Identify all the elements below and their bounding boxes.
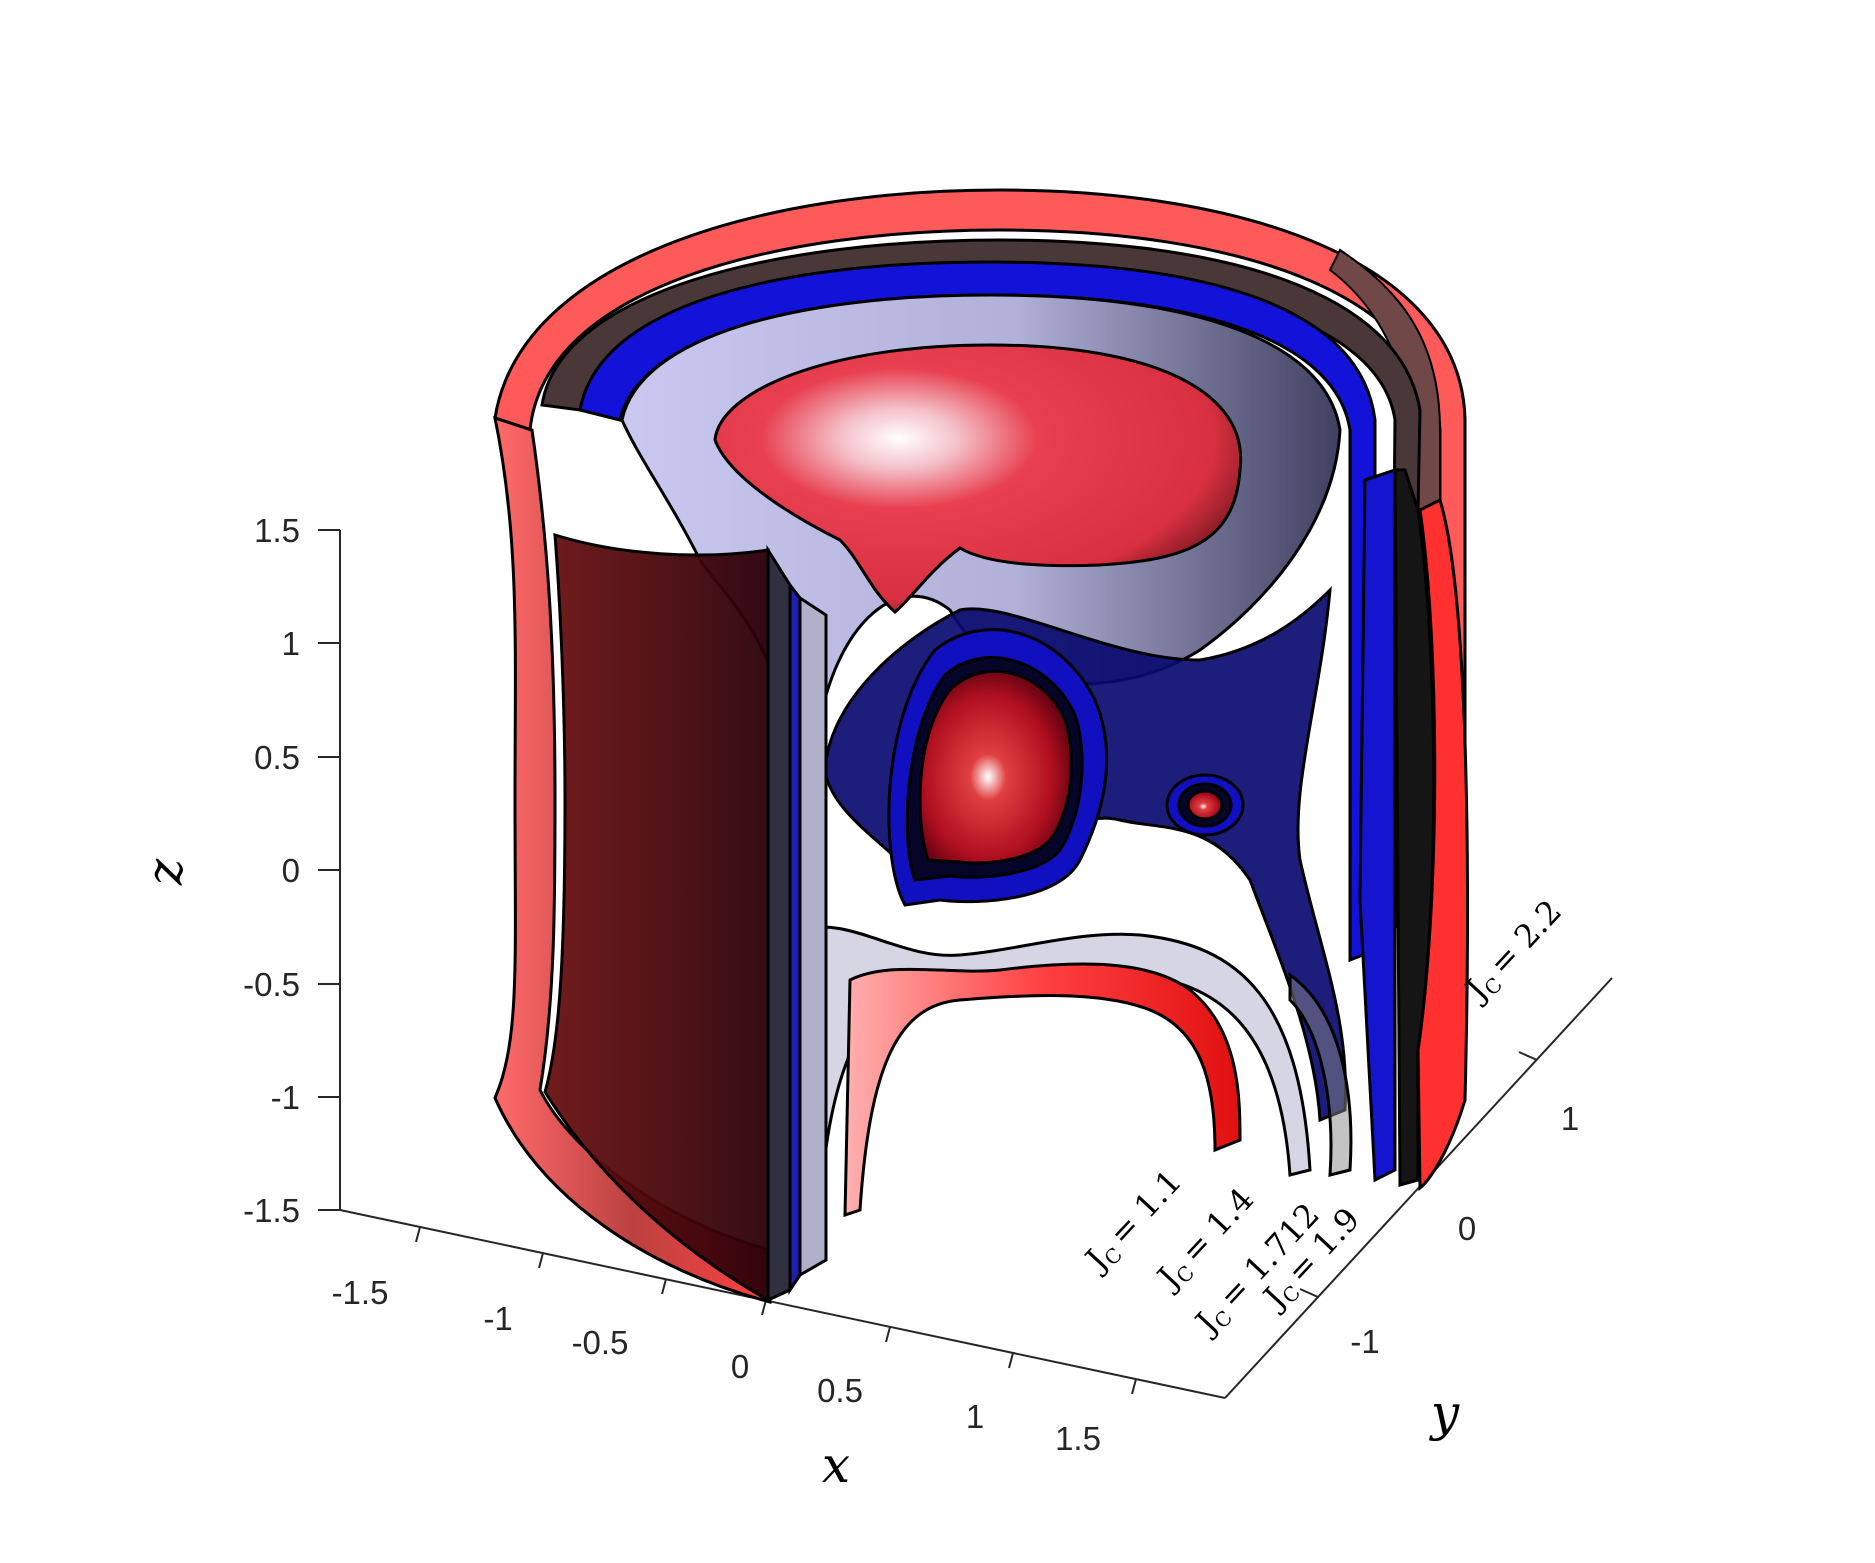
x-tick-label: 1.5 — [1055, 1420, 1101, 1457]
z-tick-label: -1.5 — [243, 1192, 300, 1229]
z-tick-label: -1 — [271, 1079, 300, 1116]
grey-arch-bottom — [1288, 972, 1353, 1177]
red-lobe-right — [1186, 789, 1224, 821]
z-ticks: 1.5 1 0.5 0 -0.5 -1 -1.5 — [243, 512, 340, 1229]
z-tick-label: 0.5 — [254, 739, 300, 776]
cut-strip-white — [798, 595, 828, 1278]
x-axis-label: x — [822, 1436, 850, 1494]
y-axis-label: y — [1429, 1384, 1460, 1442]
right-strip-blue — [1358, 467, 1397, 1183]
x-ticks: -1.5 -1 -0.5 0 0.5 1 1.5 — [332, 1226, 1137, 1457]
z-axis-label: z — [136, 858, 194, 886]
y-tick-label: 1 — [1561, 1100, 1579, 1137]
cut-strip-grey — [766, 544, 792, 1303]
y-tick-label: 0 — [1458, 1210, 1476, 1247]
x-axis-line — [339, 1209, 1226, 1399]
outer-shell-left — [493, 415, 772, 1304]
x-tick-label: -0.5 — [572, 1324, 629, 1361]
jc-label-1-1: JC= 1.1 — [1076, 1162, 1191, 1281]
z-tick-label: 0 — [282, 852, 300, 889]
inner-red-cap — [713, 343, 1243, 614]
right-strip-black — [1393, 468, 1436, 1187]
red-arch-bottom — [843, 962, 1242, 1218]
z-tick-label: 1 — [282, 625, 300, 662]
x-tick-label: 0 — [731, 1348, 749, 1385]
y-tick-label: -1 — [1350, 1323, 1379, 1360]
z-tick-label: 1.5 — [254, 512, 300, 549]
surfaces — [493, 188, 1469, 1304]
x-tick-label: 1 — [966, 1398, 984, 1435]
z-tick-label: -0.5 — [243, 966, 300, 1003]
dark-cut-face — [543, 532, 770, 1303]
red-lobe-left — [918, 669, 1073, 865]
x-tick-label: -1.5 — [332, 1274, 389, 1311]
y-ticks: -1 0 1 — [1299, 1051, 1579, 1360]
jc-label-2-2: JC= 2.2 — [1456, 892, 1571, 1011]
x-tick-label: 0.5 — [817, 1372, 863, 1409]
x-tick-label: -1 — [483, 1300, 512, 1337]
